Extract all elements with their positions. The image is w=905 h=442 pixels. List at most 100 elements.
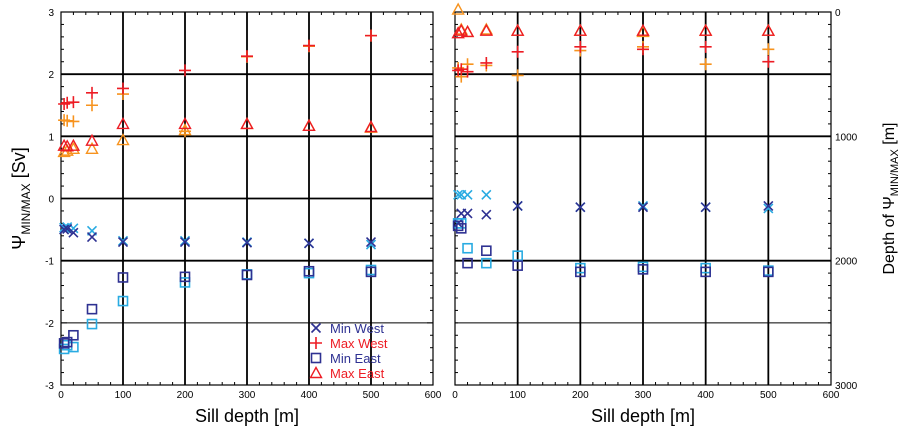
- data-point: [481, 189, 492, 200]
- data-point: [511, 45, 524, 58]
- data-point: [699, 58, 712, 71]
- data-points: [451, 2, 776, 278]
- data-point: [481, 209, 492, 220]
- data-point: [59, 222, 70, 233]
- data-point: [511, 69, 524, 82]
- legend-marker: [309, 366, 323, 379]
- data-point: [451, 26, 465, 39]
- legend-marker: [310, 352, 322, 364]
- data-point: [58, 338, 70, 349]
- data-point: [365, 239, 377, 250]
- data-point: [179, 64, 191, 77]
- y-tick-label: -1: [45, 257, 54, 268]
- data-point: [461, 65, 474, 78]
- data-point: [480, 56, 493, 69]
- data-point: [700, 266, 711, 278]
- data-point: [68, 227, 79, 238]
- data-point: [762, 43, 775, 56]
- data-point: [455, 63, 468, 76]
- data-point: [462, 242, 473, 254]
- data-points: [57, 29, 378, 355]
- data-point: [573, 23, 588, 36]
- x-tick-label: 400: [301, 390, 318, 401]
- y-tick-label: 1000: [835, 132, 858, 143]
- y-tick-label: 3: [48, 8, 54, 19]
- x-tick-label: 600: [425, 390, 442, 401]
- right-panel: 0 100 200 300 400 500 600 Sill depth [m] 0 1000 20…: [451, 2, 901, 426]
- data-point: [303, 238, 315, 249]
- data-point: [452, 64, 465, 77]
- data-point: [763, 203, 774, 214]
- x-axis-label: Sill depth [m]: [591, 406, 695, 426]
- y-tick-label: 2000: [835, 257, 858, 268]
- data-point: [455, 223, 467, 234]
- legend-label: Min West: [330, 321, 384, 336]
- data-point: [761, 23, 776, 36]
- data-point: [763, 200, 774, 212]
- y-tick-label: 1: [48, 132, 54, 143]
- data-point: [451, 2, 465, 15]
- x-tick-label: 600: [823, 390, 840, 401]
- data-point: [179, 235, 191, 246]
- data-point: [117, 82, 129, 95]
- data-point: [66, 138, 81, 151]
- data-point: [365, 236, 377, 248]
- data-point: [117, 272, 129, 283]
- x-axis-label: Sill depth [m]: [195, 406, 299, 426]
- data-point: [116, 116, 130, 130]
- data-point: [67, 96, 80, 109]
- data-point: [178, 123, 192, 136]
- data-point: [303, 265, 315, 277]
- data-point: [700, 202, 711, 213]
- x-tick-label: 200: [177, 390, 194, 401]
- data-point: [85, 141, 99, 154]
- data-point: [240, 116, 254, 130]
- data-point: [462, 189, 473, 200]
- data-point: [512, 200, 523, 212]
- data-point: [481, 245, 492, 257]
- data-point: [62, 223, 73, 235]
- data-point: [58, 98, 71, 111]
- data-point: [117, 295, 129, 307]
- x-tick-label: 0: [452, 390, 458, 401]
- data-point: [86, 231, 98, 243]
- y-axis-label: Depth of ΨMIN/MAX [m]: [881, 122, 901, 274]
- x-tick-label: 500: [363, 390, 380, 401]
- data-point: [637, 43, 649, 56]
- data-point: [179, 271, 191, 283]
- data-point: [68, 329, 79, 341]
- x-tick-label: 300: [239, 390, 256, 401]
- x-tick-label: 400: [697, 390, 714, 401]
- legend-marker: [310, 322, 322, 334]
- x-tick-label: 0: [58, 390, 64, 401]
- data-point: [762, 55, 775, 68]
- data-point: [365, 29, 377, 42]
- data-point: [637, 200, 649, 212]
- data-point: [510, 23, 525, 36]
- data-point: [85, 133, 99, 146]
- data-point: [117, 236, 129, 248]
- data-point: [241, 50, 253, 63]
- x-tick-label: 100: [509, 390, 526, 401]
- data-point: [302, 118, 316, 131]
- data-point: [241, 237, 253, 248]
- data-point: [698, 23, 713, 36]
- data-point: [512, 260, 523, 271]
- data-point: [86, 318, 98, 330]
- x-tick-label: 300: [635, 390, 652, 401]
- y-tick-label: -3: [45, 381, 54, 392]
- legend-label: Min East: [330, 351, 381, 366]
- y-tick-label: 2: [48, 70, 54, 81]
- data-point: [86, 303, 98, 315]
- x-tick-label: 200: [572, 390, 589, 401]
- data-point: [462, 208, 473, 219]
- legend-label: Max West: [330, 336, 388, 351]
- data-point: [179, 277, 191, 288]
- data-point: [61, 336, 73, 348]
- data-point: [479, 23, 494, 36]
- data-point: [763, 266, 774, 278]
- data-point: [365, 266, 377, 278]
- data-point: [453, 189, 464, 200]
